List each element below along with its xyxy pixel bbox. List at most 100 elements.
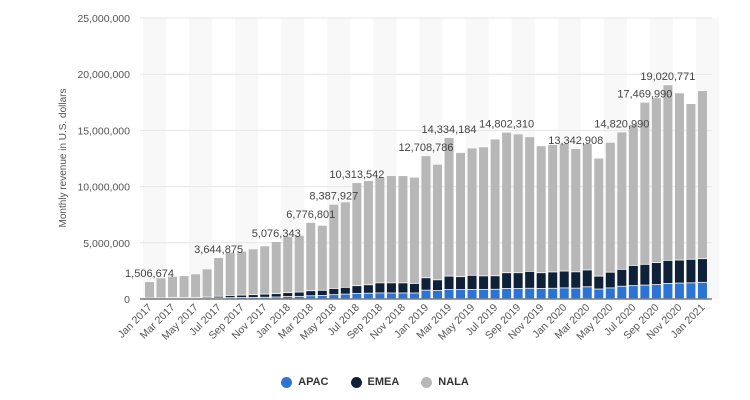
legend-item-apac[interactable]: APAC bbox=[281, 376, 329, 388]
bar-nala bbox=[479, 147, 489, 276]
bar-nala bbox=[513, 134, 523, 273]
bar-emea bbox=[386, 283, 396, 293]
bar-emea bbox=[283, 293, 293, 297]
bar-emea bbox=[628, 265, 638, 286]
bar-apac bbox=[271, 297, 281, 299]
data-label: 5,076,343 bbox=[252, 228, 301, 240]
bar-emea bbox=[329, 288, 339, 295]
bar-nala bbox=[697, 91, 707, 259]
bar-emea bbox=[456, 277, 466, 290]
data-label: 1,506,674 bbox=[125, 268, 174, 280]
y-tick-label: 5,000,000 bbox=[83, 238, 130, 250]
bar-nala bbox=[467, 148, 477, 275]
bar-nala bbox=[502, 132, 512, 273]
bar-apac bbox=[582, 287, 592, 299]
bar-emea bbox=[398, 283, 408, 293]
bar-nala bbox=[145, 282, 154, 298]
bar-nala bbox=[225, 252, 235, 296]
bar-nala bbox=[329, 204, 339, 289]
bar-nala bbox=[248, 249, 258, 295]
bar-emea bbox=[697, 259, 707, 282]
data-label: 12,708,786 bbox=[398, 142, 453, 154]
bar-nala bbox=[398, 176, 408, 283]
bar-apac bbox=[329, 295, 339, 299]
bar-apac bbox=[421, 290, 431, 299]
bar-nala bbox=[306, 222, 316, 291]
bar-apac bbox=[398, 293, 408, 299]
legend-label: APAC bbox=[298, 376, 329, 388]
bar-apac bbox=[306, 296, 316, 299]
bar-apac bbox=[386, 293, 396, 299]
bar-nala bbox=[444, 137, 454, 276]
bar-emea bbox=[375, 283, 385, 293]
legend: APAC EMEA NALA bbox=[0, 376, 750, 388]
legend-label: NALA bbox=[438, 376, 469, 388]
data-label: 13,342,908 bbox=[548, 135, 603, 147]
bar-apac bbox=[674, 283, 684, 299]
bar-nala bbox=[628, 124, 638, 266]
y-axis-label: Monthly revenue in U.S. dollars bbox=[58, 89, 69, 228]
bar-apac bbox=[363, 293, 373, 299]
legend-item-emea[interactable]: EMEA bbox=[350, 376, 400, 388]
bar-apac bbox=[352, 293, 362, 299]
bar-nala bbox=[179, 276, 189, 298]
bar-nala bbox=[352, 183, 362, 286]
bar-emea bbox=[225, 295, 235, 298]
bar-apac bbox=[571, 288, 581, 299]
bar-apac bbox=[444, 290, 454, 299]
y-tick-label: 0 bbox=[124, 294, 130, 306]
bar-apac bbox=[605, 288, 615, 299]
legend-item-nala[interactable]: NALA bbox=[421, 376, 469, 388]
bar-nala bbox=[409, 177, 419, 284]
bar-emea bbox=[536, 273, 546, 289]
bar-apac bbox=[697, 282, 707, 299]
bar-apac bbox=[513, 288, 523, 299]
bar-nala bbox=[663, 85, 673, 260]
bar-nala bbox=[686, 103, 696, 259]
data-label: 14,820,990 bbox=[594, 118, 649, 130]
bar-emea bbox=[421, 278, 431, 290]
bar-emea bbox=[640, 264, 650, 285]
bar-apac bbox=[490, 289, 500, 299]
bar-emea bbox=[237, 295, 247, 298]
bar-emea bbox=[525, 271, 535, 288]
bar-nala bbox=[525, 137, 535, 271]
bar-apac bbox=[525, 288, 535, 299]
background-band bbox=[281, 18, 305, 299]
bar-nala bbox=[260, 246, 270, 294]
bar-nala bbox=[214, 258, 224, 296]
bar-nala bbox=[490, 139, 500, 276]
legend-label: EMEA bbox=[367, 376, 400, 388]
bar-nala bbox=[617, 132, 627, 269]
y-tick-label: 10,000,000 bbox=[77, 182, 130, 194]
bar-apac bbox=[294, 296, 304, 299]
bar-emea bbox=[548, 272, 558, 288]
bar-nala bbox=[294, 235, 304, 292]
y-axis-ticks: 0 5,000,000 10,000,000 15,000,000 20,000,000… bbox=[77, 13, 130, 306]
bar-emea bbox=[559, 271, 569, 288]
bar-nala bbox=[548, 145, 558, 272]
bar-nala bbox=[605, 142, 615, 272]
bar-emea bbox=[433, 280, 442, 291]
bar-emea bbox=[663, 260, 673, 284]
background-band bbox=[189, 18, 213, 299]
background-band bbox=[235, 18, 259, 299]
data-label: 17,469,990 bbox=[617, 89, 672, 101]
bar-nala bbox=[536, 146, 546, 273]
bar-emea bbox=[317, 290, 327, 296]
bar-emea bbox=[467, 275, 477, 289]
bar-emea bbox=[444, 276, 454, 290]
background-band bbox=[143, 18, 167, 299]
bar-nala bbox=[156, 278, 166, 298]
bar-emea bbox=[260, 294, 270, 297]
bars bbox=[145, 85, 707, 299]
y-tick-label: 15,000,000 bbox=[77, 125, 130, 137]
data-label: 10,313,542 bbox=[329, 169, 384, 181]
bar-emea bbox=[617, 269, 627, 286]
bar-nala bbox=[202, 269, 212, 297]
bar-nala bbox=[340, 202, 350, 287]
bar-emea bbox=[340, 287, 350, 294]
bar-apac bbox=[409, 293, 419, 299]
bar-apac bbox=[594, 289, 604, 299]
